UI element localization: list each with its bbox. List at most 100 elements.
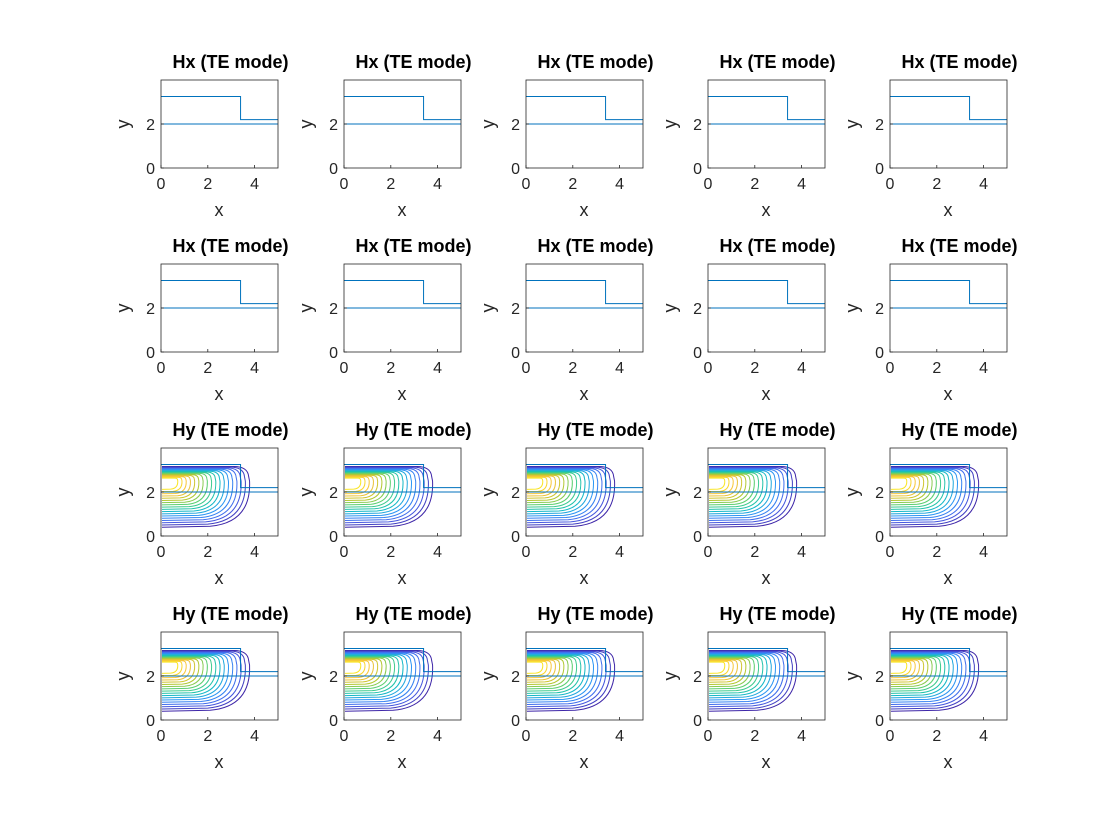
contour-line	[161, 475, 191, 497]
contour-line	[344, 474, 379, 499]
contour-line	[161, 651, 242, 708]
contour-line	[708, 468, 785, 522]
contour-line	[708, 659, 738, 681]
y-axis-label: y	[660, 672, 680, 681]
x-axis-label: x	[762, 384, 771, 404]
contour-line	[890, 653, 958, 701]
y-tick-label: 0	[693, 345, 702, 362]
contour-line	[890, 474, 925, 499]
contour-line	[708, 466, 793, 526]
y-axis-label: y	[478, 672, 498, 681]
contour-line	[708, 469, 776, 517]
contour-line	[526, 651, 607, 708]
contour-line	[890, 469, 958, 517]
y-axis-label: y	[296, 488, 316, 497]
waveguide-ridge-line	[344, 464, 461, 489]
contour-line	[708, 654, 772, 699]
subplot-title: Hy (TE mode)	[355, 420, 471, 440]
contour-line	[708, 654, 768, 697]
contour-line	[344, 655, 400, 694]
contour-line	[526, 660, 548, 677]
y-axis-label: y	[660, 120, 680, 129]
contour-line	[890, 652, 967, 706]
contour-line	[526, 650, 616, 712]
subplot-title: Hy (TE mode)	[537, 604, 653, 624]
x-tick-label: 2	[203, 544, 212, 561]
contour-line	[708, 658, 747, 685]
y-axis-label: y	[842, 120, 862, 129]
y-tick-label: 0	[329, 713, 338, 730]
contour-line	[526, 466, 611, 526]
x-tick-label: 4	[615, 176, 624, 193]
contour-line	[526, 470, 590, 515]
contour-line	[526, 655, 582, 694]
contour-line	[708, 467, 789, 524]
subplot-title: Hy (TE mode)	[719, 604, 835, 624]
contour-line	[344, 652, 417, 703]
contour-line	[161, 659, 191, 681]
x-tick-label: 2	[386, 544, 395, 561]
y-tick-label: 0	[511, 345, 520, 362]
y-axis-label: y	[296, 304, 316, 313]
y-tick-label: 0	[511, 713, 520, 730]
contour-line	[708, 661, 726, 674]
y-tick-label: 2	[329, 669, 338, 686]
contour-line	[890, 470, 950, 513]
contour-line	[344, 650, 429, 710]
y-tick-label: 0	[693, 713, 702, 730]
field-contours	[890, 650, 980, 712]
contour-line	[890, 659, 920, 681]
y-tick-label: 2	[146, 485, 155, 502]
y-tick-label: 2	[693, 301, 702, 318]
x-tick-label: 2	[568, 360, 577, 377]
y-tick-label: 2	[511, 669, 520, 686]
x-tick-label: 4	[250, 360, 259, 377]
contour-line	[526, 652, 599, 703]
field-contours	[526, 466, 616, 528]
contour-line	[526, 650, 611, 710]
y-tick-label: 2	[693, 485, 702, 502]
x-tick-label: 4	[615, 544, 624, 561]
contour-line	[890, 654, 954, 699]
contour-line	[161, 471, 217, 510]
y-tick-label: 0	[511, 161, 520, 178]
x-tick-label: 2	[386, 360, 395, 377]
y-tick-label: 2	[875, 301, 884, 318]
contour-line	[526, 657, 569, 688]
subplot-title: Hx (TE mode)	[355, 236, 471, 256]
contour-line	[890, 475, 920, 497]
contour-line	[708, 474, 743, 499]
contour-line	[161, 469, 229, 517]
waveguide-ridge-line	[708, 648, 825, 673]
contour-line	[526, 472, 578, 508]
contour-line	[161, 472, 213, 508]
y-tick-label: 2	[146, 117, 155, 134]
x-tick-label: 4	[433, 544, 442, 561]
contour-line	[890, 652, 963, 703]
contour-line	[344, 660, 366, 677]
x-tick-label: 4	[797, 360, 806, 377]
x-tick-label: 0	[340, 728, 349, 745]
y-tick-label: 0	[146, 713, 155, 730]
y-tick-label: 2	[511, 301, 520, 318]
waveguide-ridge-line	[344, 96, 461, 121]
contour-line	[708, 655, 764, 694]
contour-line	[161, 661, 179, 674]
subplot-title: Hy (TE mode)	[172, 604, 288, 624]
subplot-title: Hx (TE mode)	[172, 52, 288, 72]
y-tick-label: 0	[146, 529, 155, 546]
waveguide-ridge-line	[161, 96, 278, 121]
contour-line	[526, 659, 556, 681]
y-axis-label: y	[478, 488, 498, 497]
y-tick-label: 2	[146, 669, 155, 686]
contour-line	[161, 468, 234, 519]
contour-line	[890, 467, 971, 524]
x-tick-label: 0	[886, 544, 895, 561]
field-contours	[708, 466, 798, 528]
contour-line	[708, 657, 751, 688]
